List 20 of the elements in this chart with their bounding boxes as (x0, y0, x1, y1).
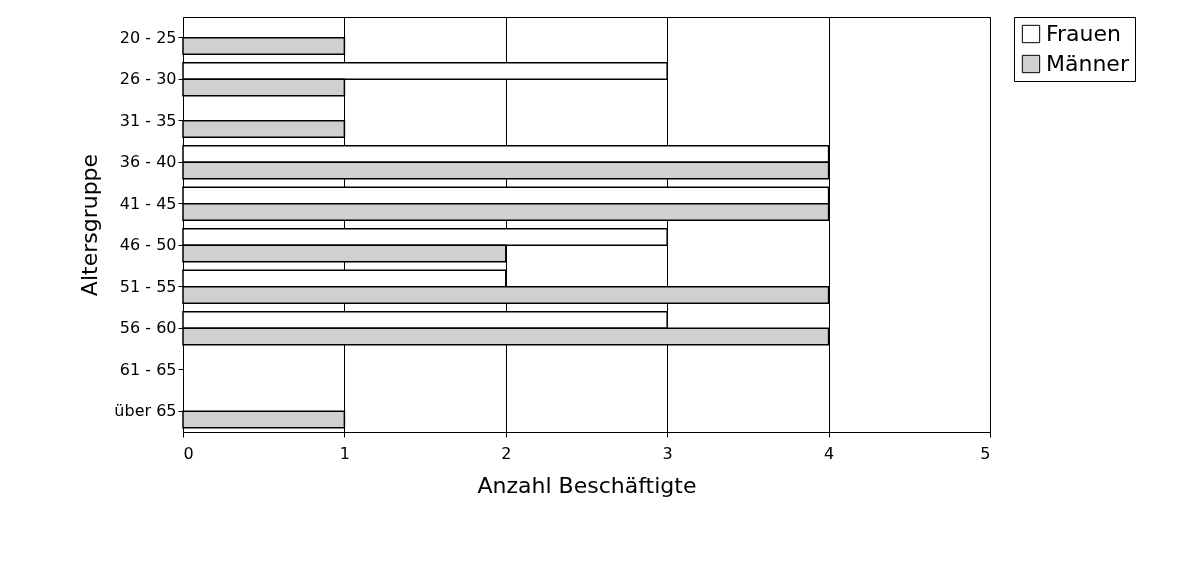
x-tick-label: 3 (662, 443, 673, 463)
x-tick-label: 0 (183, 443, 194, 463)
y-tick-label: 46 - 50 (119, 235, 177, 255)
y-axis-title: Altersgruppe (77, 153, 103, 297)
y-tick-label: über 65 (114, 401, 177, 421)
y-tick-label: 56 - 60 (119, 318, 177, 338)
legend-label: Männer (1046, 51, 1130, 76)
legend-label: Frauen (1046, 21, 1122, 46)
y-tick-label: 20 - 25 (119, 27, 177, 47)
y-tick-label: 36 - 40 (119, 152, 177, 172)
x-tick-label: 4 (824, 443, 835, 463)
y-tick-label: 41 - 45 (119, 193, 177, 213)
x-tick-label: 1 (339, 443, 350, 463)
x-tick-label: 5 (980, 443, 991, 463)
x-tick-label: 2 (501, 443, 512, 463)
y-tick-label: 61 - 65 (119, 359, 177, 379)
y-tick-label: 26 - 30 (119, 69, 177, 89)
y-tick-label: 51 - 55 (119, 276, 177, 296)
x-axis-title: Anzahl Beschäftigte (477, 472, 697, 498)
y-tick-label: 31 - 35 (119, 110, 177, 130)
